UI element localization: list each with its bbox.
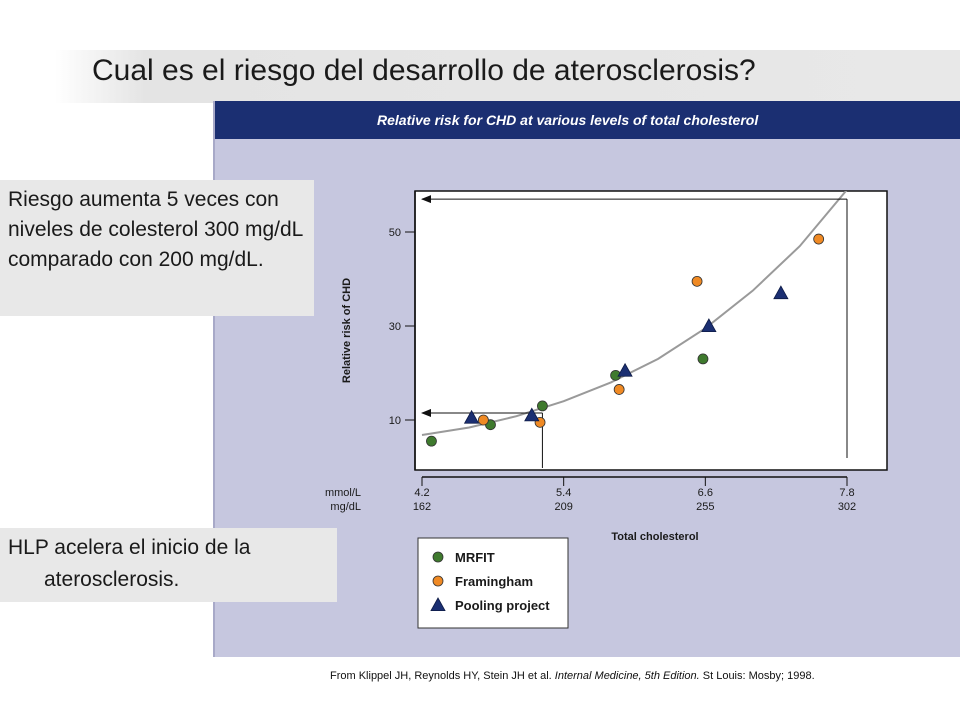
pooling-project-point — [701, 318, 717, 333]
framingham-point — [613, 384, 625, 395]
citation: From Klippel JH, Reynolds HY, Stein JH e… — [330, 670, 815, 682]
hlp-note-line1: HLP acelera el inicio de la — [8, 536, 251, 559]
framingham-point — [813, 233, 825, 245]
risk-note-box — [0, 180, 314, 316]
citation-publisher: St Louis: Mosby; 1998. — [699, 670, 815, 682]
citation-book: Internal Medicine, 5th Edition. — [554, 670, 700, 682]
chart-header: Relative risk for CHD at various levels … — [215, 101, 960, 139]
x-tick-mmol-label: 6.6 — [698, 487, 713, 499]
framingham-point — [691, 275, 703, 287]
y-axis-label: Relative risk of CHD — [341, 278, 353, 383]
x-tick-mmol-label: 5.4 — [556, 487, 571, 499]
plot-area — [414, 190, 888, 471]
legend-label-framingham: Framingham — [455, 574, 533, 589]
framingham-point — [477, 414, 489, 426]
hlp-note-line2: aterosclerosis. — [44, 568, 180, 591]
x-unit-mmol: mmol/L — [325, 487, 361, 499]
legend-marker-pooling-project — [430, 597, 446, 612]
fitted-curve — [421, 191, 848, 436]
slide-title: Cual es el riesgo del desarrollo de ater… — [92, 54, 756, 87]
chart-svg: 10 30 50 Relative risk of CHD 4.2 162 5.4 209 6.… — [325, 190, 888, 629]
x-tick-mmol-label: 4.2 — [414, 487, 429, 499]
citation-authors: From Klippel JH, Reynolds HY, Stein JH e… — [330, 670, 555, 682]
legend-label-pooling-project: Pooling project — [455, 598, 550, 613]
x-tick-mgdl-label: 302 — [838, 501, 856, 513]
x-tick-mmol-label: 7.8 — [839, 487, 854, 499]
mrfit-point — [537, 400, 548, 412]
pooling-project-point — [617, 362, 633, 377]
legend-marker-mrfit — [432, 551, 444, 563]
hlp-note-box — [0, 528, 337, 602]
legend-label-mrfit: MRFIT — [455, 550, 495, 565]
x-unit-mgdl: mg/dL — [330, 501, 361, 513]
chart-title: Relative risk for CHD at various levels … — [377, 112, 759, 128]
x-tick-mgdl-label: 255 — [696, 501, 714, 513]
title-bar — [55, 50, 960, 103]
pooling-project-point — [463, 409, 480, 424]
legend-marker-framingham — [432, 575, 444, 587]
mrfit-point — [697, 353, 709, 365]
pooling-project-point — [773, 285, 789, 300]
x-tick-mgdl-label: 162 — [413, 501, 431, 513]
y-tick-label: 30 — [389, 321, 401, 333]
x-axis-label: Total cholesterol — [611, 531, 698, 543]
pooling-project-point — [524, 407, 540, 422]
y-tick-label: 50 — [389, 227, 401, 239]
chart-figure: Relative risk for CHD at various levels … — [213, 101, 960, 657]
mrfit-point — [426, 435, 437, 447]
risk-note-text: Riesgo aumenta 5 veces con niveles de co… — [8, 188, 303, 271]
y-tick-label: 10 — [389, 415, 401, 427]
x-tick-mgdl-label: 209 — [554, 501, 572, 513]
